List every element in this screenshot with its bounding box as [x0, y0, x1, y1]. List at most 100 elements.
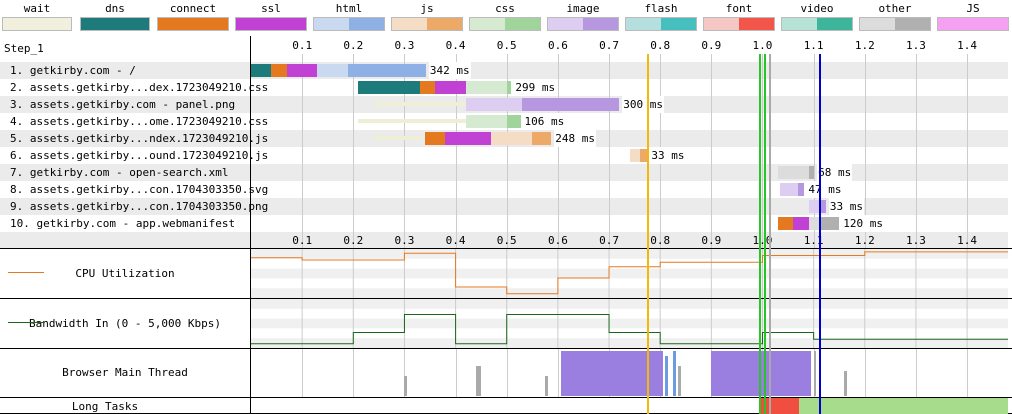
- tick-label-bottom: 1.2: [854, 234, 875, 247]
- gridline: [557, 54, 559, 250]
- legend-label: ssl: [261, 2, 281, 15]
- other-request-bar: [777, 166, 809, 179]
- css-request-bar: [465, 115, 507, 128]
- tick-label-top: 0.9: [701, 39, 722, 52]
- legend-label: video: [800, 2, 834, 15]
- image-content-bar: [522, 98, 620, 111]
- tick-label-bottom: 0.3: [394, 234, 415, 247]
- legend-item-ssl: ssl: [235, 0, 307, 34]
- stripe: [251, 328, 1008, 339]
- legend-label: js: [420, 2, 434, 15]
- row-background: [0, 164, 1008, 181]
- stripe: [251, 308, 1008, 319]
- legend-item-dns: dns: [80, 0, 150, 34]
- request-label: 2. assets.getkirby...dex.1723049210.css: [10, 81, 269, 94]
- long-tasks-title: Long Tasks: [71, 400, 139, 413]
- bandwidth-panel: Bandwidth In (0 - 5,000 Kbps): [0, 298, 1012, 348]
- gridline: [967, 349, 969, 398]
- tick-label-top: 1.0: [752, 39, 773, 52]
- legend-item-js: js: [391, 0, 463, 34]
- tick-label-top: 0.5: [496, 39, 517, 52]
- ssl-bar: [793, 217, 809, 230]
- tick-label-bottom: 1.4: [957, 234, 978, 247]
- request-time: 33 ms: [650, 147, 686, 164]
- timing-marker-line: [769, 54, 772, 414]
- main-thread-spike: [844, 371, 847, 396]
- row-background: [0, 198, 1008, 215]
- image-request-bar: [780, 183, 799, 196]
- request-label: 7. getkirby.com - open-search.xml: [10, 166, 229, 179]
- stripe: [251, 249, 1008, 259]
- request-label: 1. getkirby.com - /: [10, 64, 136, 77]
- stripe: [251, 268, 1008, 279]
- tick-label-top: 0.1: [292, 39, 313, 52]
- gridline: [353, 54, 355, 250]
- gridline: [967, 54, 969, 250]
- dns-bar: [251, 64, 272, 77]
- row-background: [0, 232, 1008, 249]
- tick-label-bottom: 0.7: [599, 234, 619, 247]
- gridline: [404, 54, 406, 250]
- main-thread-spike: [672, 351, 676, 396]
- timing-marker-line: [758, 54, 761, 414]
- legend-label: dns: [105, 2, 125, 15]
- gridline: [864, 349, 866, 398]
- legend-item-other: other: [859, 0, 931, 34]
- image-request-bar: [465, 98, 523, 111]
- ssl-bar: [445, 132, 492, 145]
- legend-swatch: [859, 17, 931, 31]
- long-task-block: [799, 398, 1008, 414]
- legend-item-html: html: [313, 0, 385, 34]
- legend-label: wait: [23, 2, 51, 15]
- bandwidth-title: Bandwidth In (0 - 5,000 Kbps): [28, 317, 222, 330]
- tick-label-bottom: 1.3: [905, 234, 926, 247]
- other-content-bar: [821, 217, 840, 230]
- js-content-bar: [532, 132, 552, 145]
- bw-panel-chart: [251, 299, 1008, 348]
- gridline: [915, 54, 917, 250]
- legend-swatch: [547, 17, 619, 31]
- long-tasks-panel: Long Tasks: [0, 397, 1012, 414]
- legend-item-connect: connect: [157, 0, 229, 34]
- legend-label: css: [495, 2, 515, 15]
- tick-label-top: 0.3: [394, 39, 415, 52]
- stripe: [251, 278, 1008, 289]
- main-thread-block: [561, 351, 663, 396]
- gridline: [455, 349, 457, 398]
- connect-bar: [419, 81, 436, 94]
- stripe: [251, 338, 1008, 348]
- tick-label-bottom: 0.4: [445, 234, 466, 247]
- request-time: 106 ms: [523, 113, 566, 130]
- legend-label: other: [878, 2, 912, 15]
- connect-bar: [777, 217, 794, 230]
- request-label: 6. assets.getkirby...ound.1723049210.js: [10, 149, 269, 162]
- tick-label-bottom: 0.6: [547, 234, 568, 247]
- legend-label: flash: [644, 2, 678, 15]
- timing-marker-line: [647, 54, 650, 414]
- html-request-bar: [317, 64, 349, 77]
- css-content-bar: [506, 115, 521, 128]
- wait-bar: [373, 102, 466, 106]
- dns-bar: [358, 81, 420, 94]
- legend-label: image: [566, 2, 600, 15]
- gridline: [609, 54, 611, 250]
- css-content-bar: [506, 81, 512, 94]
- gridline: [506, 349, 508, 398]
- tick-label-bottom: 0.1: [292, 234, 313, 247]
- row-background: [0, 181, 1008, 198]
- main-thread-title: Browser Main Thread: [62, 366, 188, 379]
- gridline: [353, 349, 355, 398]
- cpu-utilization-panel: CPU Utilization: [0, 248, 1012, 298]
- request-time: 68 ms: [817, 164, 853, 181]
- tick-label-top: 0.2: [343, 39, 364, 52]
- row-background: [0, 215, 1008, 232]
- gridline: [915, 349, 917, 398]
- cpu-panel-line: [251, 251, 1008, 295]
- request-label: 3. assets.getkirby.com - panel.png: [10, 98, 236, 111]
- tick-label-top: 0.7: [599, 39, 619, 52]
- tick-label-bottom: 0.8: [650, 234, 671, 247]
- html-content-bar: [348, 64, 426, 77]
- timing-marker-line: [764, 54, 767, 414]
- connect-bar: [424, 132, 446, 145]
- js-request-bar: [629, 149, 640, 162]
